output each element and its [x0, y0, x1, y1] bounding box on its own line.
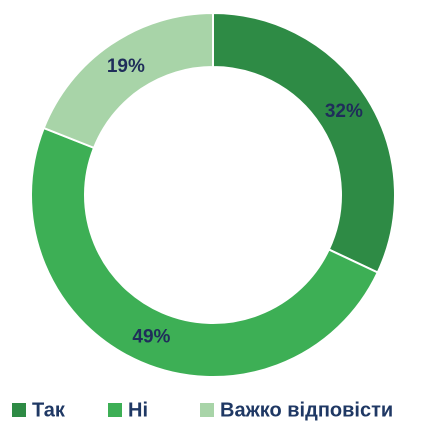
legend-swatch [200, 403, 214, 417]
legend-label: Ні [128, 399, 148, 421]
donut-slice [42, 11, 214, 150]
legend-label: Так [32, 399, 66, 421]
data-label: 49% [132, 326, 170, 347]
legend-swatch [12, 403, 26, 417]
data-label: 32% [325, 101, 363, 122]
donut-slice [212, 11, 396, 274]
legend-swatch [108, 403, 122, 417]
legend-label: Важко відповісти [220, 399, 393, 421]
donut-slice [30, 126, 380, 378]
data-label: 19% [107, 56, 145, 77]
